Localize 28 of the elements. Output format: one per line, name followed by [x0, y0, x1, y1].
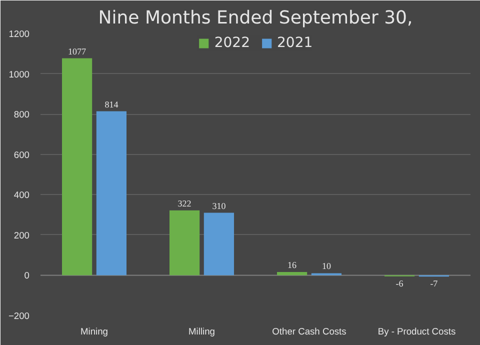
x-tick-label: Milling [188, 326, 215, 336]
data-label: 322 [178, 198, 192, 208]
legend-label: 2022 [214, 35, 250, 51]
y-tick-label: 800 [14, 110, 30, 120]
data-label: -6 [396, 278, 404, 288]
legend-label: 2021 [277, 35, 313, 51]
data-label: 814 [104, 99, 119, 110]
y-tick-label: 200 [14, 230, 30, 240]
y-tick-label: 0 [24, 270, 30, 281]
data-label: 10 [322, 261, 332, 272]
chart-title: Nine Months Ended September 30, [98, 8, 413, 28]
bar [96, 111, 126, 276]
x-tick-label: By - Product Costs [378, 326, 456, 336]
y-tick-label: 1200 [8, 29, 30, 39]
bar [277, 272, 308, 276]
y-tick-label: 600 [14, 150, 30, 160]
y-tick-label: 1000 [8, 69, 30, 80]
bar [62, 58, 92, 276]
data-label: 16 [288, 260, 298, 270]
x-tick-label: Other Cash Costs [272, 326, 347, 336]
y-tick-label: −200 [8, 311, 30, 321]
data-label: -7 [430, 278, 438, 289]
data-label: 1077 [68, 46, 87, 56]
bar [170, 210, 200, 276]
x-tick-label: Mining [80, 326, 108, 336]
y-tick-label: 400 [14, 190, 30, 200]
data-label: 310 [212, 200, 226, 211]
bar [204, 212, 234, 276]
